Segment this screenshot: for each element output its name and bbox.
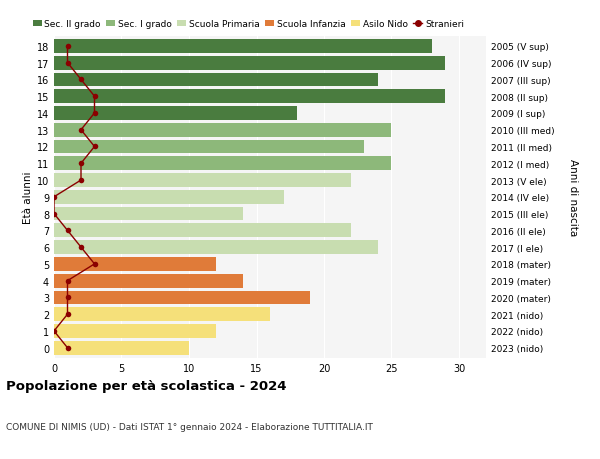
Bar (54, 56, 445, 70)
Bar (54, 190, 284, 204)
Text: COMUNE DI NIMIS (UD) - Dati ISTAT 1° gennaio 2024 - Elaborazione TUTTITALIA.IT: COMUNE DI NIMIS (UD) - Dati ISTAT 1° gen… (6, 422, 373, 431)
Y-axis label: Età alunni: Età alunni (23, 171, 32, 224)
Text: Popolazione per età scolastica - 2024: Popolazione per età scolastica - 2024 (6, 380, 287, 392)
Legend: Sec. II grado, Sec. I grado, Scuola Primaria, Scuola Infanzia, Asilo Nido, Stran: Sec. II grado, Sec. I grado, Scuola Prim… (33, 20, 464, 29)
Bar (54, 341, 189, 355)
Bar (54, 123, 391, 137)
Bar (54, 241, 378, 254)
Bar (54, 174, 351, 187)
Bar (54, 308, 270, 321)
Bar (54, 107, 297, 121)
Bar (54, 274, 243, 288)
Y-axis label: Anni di nascita: Anni di nascita (568, 159, 578, 236)
Bar (54, 90, 445, 104)
Bar (54, 257, 216, 271)
Bar (54, 224, 351, 238)
Bar (54, 157, 391, 171)
Bar (54, 207, 243, 221)
Bar (54, 291, 311, 305)
Bar (54, 325, 216, 338)
Bar (54, 73, 378, 87)
Bar (54, 140, 364, 154)
Bar (54, 40, 432, 54)
